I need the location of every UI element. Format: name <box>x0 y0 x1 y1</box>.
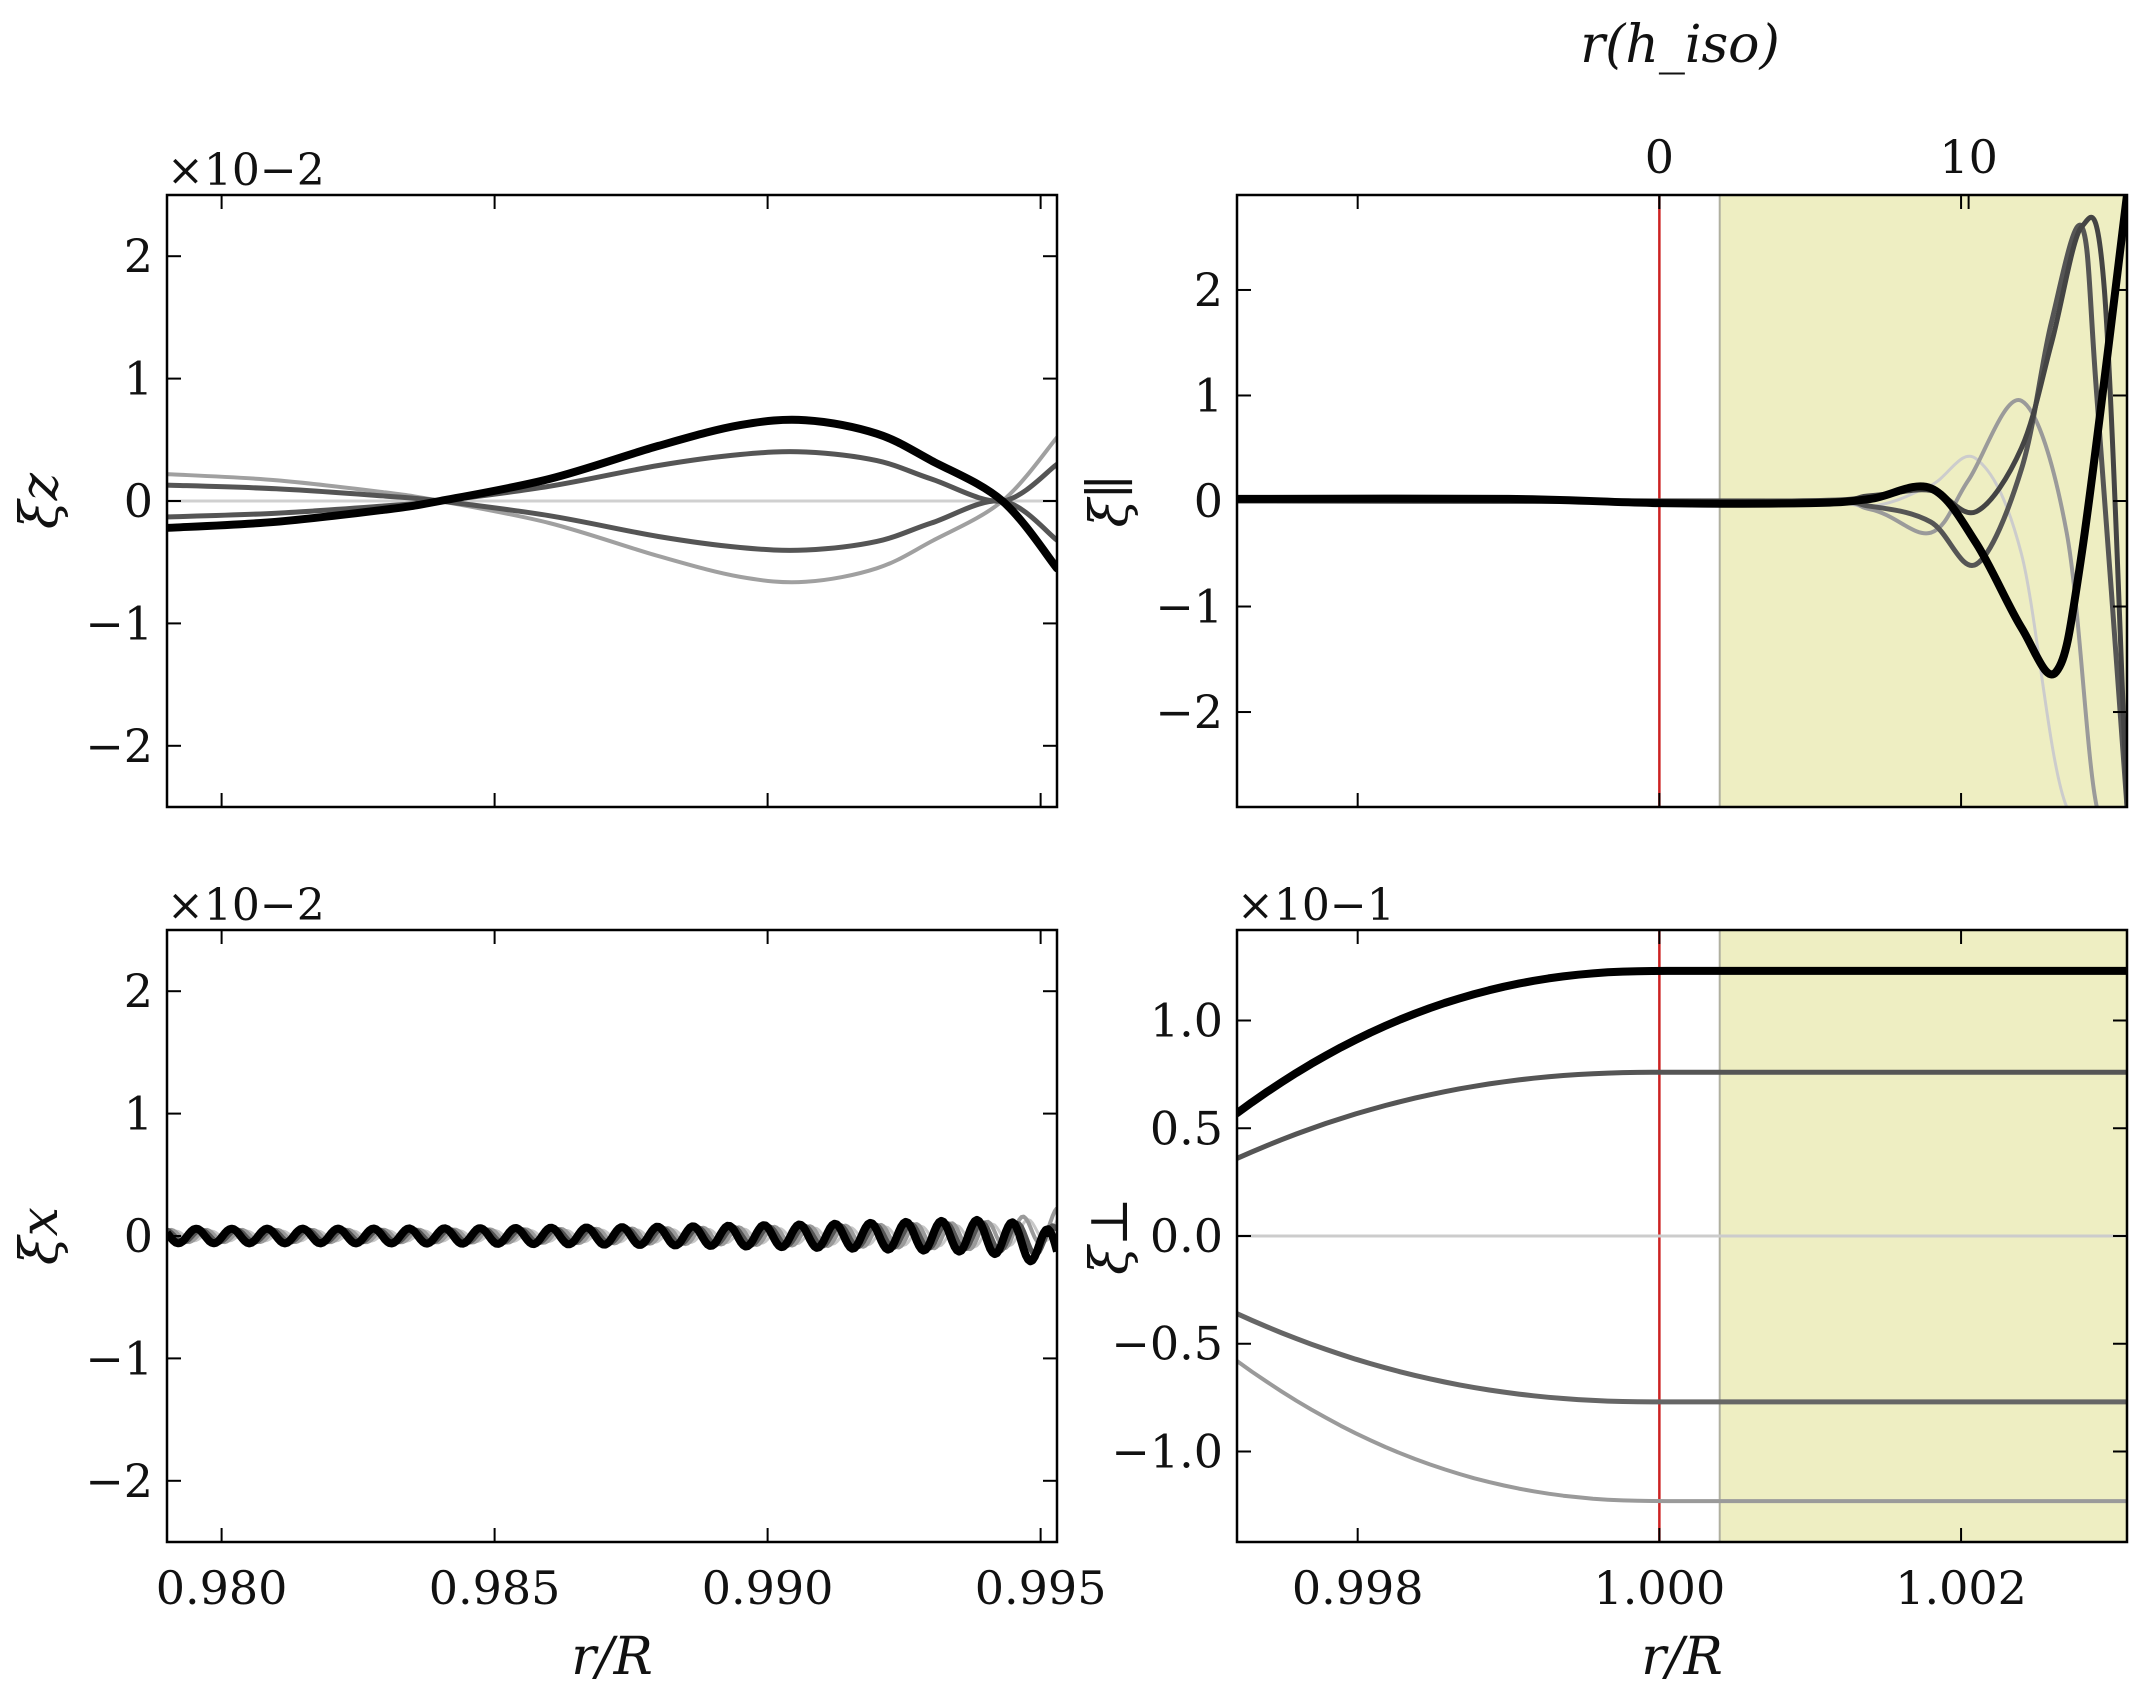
series-line-2 <box>167 435 1057 585</box>
top-x-tick-label: 10 <box>1939 130 1998 184</box>
plot-area <box>1237 930 2127 1542</box>
y-tick-label: −1 <box>85 596 153 650</box>
y-tick-label: 0 <box>1194 474 1223 528</box>
y-tick-label: −0.5 <box>1111 1317 1223 1371</box>
series-line-5 <box>167 415 1057 573</box>
axis-multiplier: ×10−2 <box>167 145 325 196</box>
y-tick-label: 1 <box>1194 368 1223 422</box>
x-tick-label: 0.980 <box>156 1561 288 1615</box>
y-tick-label: −2 <box>1155 685 1223 739</box>
axis-multiplier: ×10−2 <box>167 880 325 931</box>
y-axis-label: ξ⊥ <box>1080 1197 1140 1275</box>
series-line-4 <box>167 1215 1057 1266</box>
x-tick-label: 1.000 <box>1594 1561 1726 1615</box>
top-x-tick-label: 0 <box>1645 130 1674 184</box>
series-line-3 <box>167 482 1057 553</box>
y-tick-label: −2 <box>85 1454 153 1508</box>
x-tick-label: 0.990 <box>702 1561 834 1615</box>
axis-multiplier: ×10−1 <box>1237 880 1395 931</box>
x-tick-label: 0.998 <box>1292 1561 1424 1615</box>
y-tick-label: −1.0 <box>1111 1424 1223 1478</box>
series-line-1 <box>1237 966 2127 1118</box>
series-line-5 <box>1237 195 2127 679</box>
y-axis-label: ξz <box>10 472 70 529</box>
plot-area <box>1237 195 2127 807</box>
y-tick-label: 2 <box>124 964 153 1018</box>
y-tick-label: 0.5 <box>1150 1101 1223 1155</box>
y-tick-label: −2 <box>85 719 153 773</box>
y-axis-label: ξx <box>10 1207 70 1265</box>
top-axis-label: r(h_iso) <box>1580 15 1780 75</box>
x-tick-label: 0.995 <box>975 1561 1107 1615</box>
panel-top-right: −2 −1 0 1 2 ξ∥ 0 10 <box>1080 130 2129 809</box>
y-tick-label: 0 <box>124 474 153 528</box>
y-tick-label: 0 <box>124 1209 153 1263</box>
series-line-4 <box>1237 1311 2127 1405</box>
y-axis-label: ξ∥ <box>1080 475 1140 528</box>
x-tick-label: 1.002 <box>1895 1561 2027 1615</box>
y-tick-label: 1 <box>124 352 153 406</box>
y-tick-label: 0.0 <box>1150 1209 1223 1263</box>
x-tick-label: 0.985 <box>429 1561 561 1615</box>
x-axis-label: r/R <box>571 1627 653 1687</box>
x-axis-label: r/R <box>1641 1627 1723 1687</box>
series-line-4 <box>167 449 1057 520</box>
y-tick-label: −1 <box>1155 580 1223 634</box>
series-line-2 <box>1237 1069 2127 1161</box>
panel-bottom-right: 0.998 1.000 1.002 −1.0 −0.5 0.0 0.5 1.0 ξ⊥ r/R ×10… <box>1080 880 2129 1687</box>
plot-area <box>167 415 1057 585</box>
y-tick-label: 1.0 <box>1150 994 1223 1048</box>
plot-area <box>167 1206 1057 1266</box>
y-tick-label: 2 <box>124 229 153 283</box>
panel-bottom-left: 0.980 0.985 0.990 0.995 −2 −1 0 1 2 ξx r/R ×10−2 <box>10 880 1106 1687</box>
panel-top-left: −2 −1 0 1 2 ξz ×10−2 <box>10 145 1059 809</box>
series-line-5 <box>1237 1359 2127 1504</box>
y-tick-label: −1 <box>85 1331 153 1385</box>
y-tick-label: 2 <box>1194 263 1223 317</box>
y-tick-label: 1 <box>124 1087 153 1141</box>
